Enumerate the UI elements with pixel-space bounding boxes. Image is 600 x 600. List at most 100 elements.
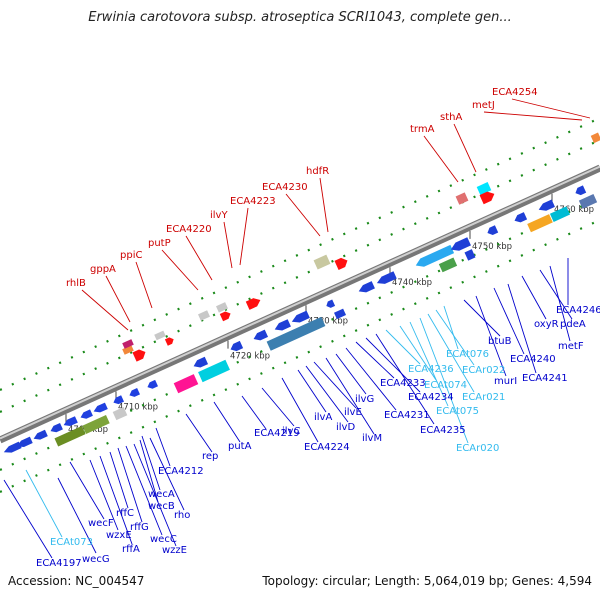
- reverse-gene-label: ECA4231: [384, 410, 430, 421]
- reverse-gene-label: wecB: [148, 501, 175, 512]
- forward-gene-arrow: [334, 257, 348, 270]
- map-title: Erwinia carotovora subsp. atroseptica SC…: [88, 10, 512, 25]
- forward-gene-label: ppiC: [120, 250, 142, 261]
- reverse-gene-label: ECA4235: [420, 425, 466, 436]
- reverse-gene-arrow: [113, 395, 124, 405]
- reverse-gene-leader-line: [409, 321, 449, 407]
- reverse-gene-label: ECAr022: [462, 365, 505, 376]
- reverse-gene-arrow: [253, 329, 269, 341]
- forward-gene-block: [590, 132, 600, 144]
- forward-gene-leader-line: [239, 207, 249, 266]
- reverse-gene-label: rffG: [130, 522, 149, 533]
- reverse-gene-arrow: [575, 185, 587, 196]
- forward-gene-block: [476, 182, 492, 196]
- reverse-gene-leader-line: [69, 461, 105, 520]
- forward-gene-block: [122, 345, 134, 355]
- reverse-gene-leader-line: [109, 451, 129, 509]
- forward-gene-block: [216, 302, 228, 313]
- forward-gene-arrow: [479, 191, 495, 205]
- reverse-gene-leader-line: [117, 447, 143, 523]
- reverse-gene-label: ilvG: [355, 394, 374, 405]
- forward-gene-arrow: [245, 298, 261, 310]
- reverse-gene-leader-line: [521, 275, 547, 320]
- forward-gene-block: [313, 254, 331, 270]
- forward-dot-track-outer: [0, 116, 600, 392]
- reverse-gene-arrow: [129, 388, 140, 397]
- reverse-gene-leader-line: [125, 445, 163, 536]
- forward-gene-arrow: [132, 349, 146, 362]
- reverse-gene-label: ECA4246: [556, 305, 600, 316]
- forward-gene-block: [122, 339, 134, 349]
- reverse-gene-label: metF: [558, 341, 584, 352]
- reverse-gene-label: ECAt076: [446, 349, 489, 360]
- reverse-gene-block: [173, 374, 199, 394]
- reverse-gene-label: wecG: [82, 554, 110, 565]
- reverse-gene-leader-line: [549, 265, 571, 342]
- reverse-gene-label: wecA: [148, 489, 175, 500]
- genome-backbone-highlight: [0, 165, 600, 440]
- reverse-gene-label: rffA: [122, 544, 140, 555]
- forward-gene-leader-line: [423, 135, 459, 183]
- forward-gene-label: putP: [148, 238, 171, 249]
- reverse-gene-leader-line: [139, 439, 159, 503]
- forward-gene-leader-line: [185, 235, 213, 281]
- reverse-gene-label: wzxE: [106, 530, 132, 541]
- genome-summary-text: Topology: circular; Length: 5,064,019 bp…: [262, 574, 592, 588]
- reverse-gene-label: rho: [174, 510, 190, 521]
- reverse-gene-label: btuB: [488, 336, 512, 347]
- reverse-gene-label: putA: [228, 441, 252, 452]
- reverse-gene-leader-line: [443, 305, 459, 350]
- forward-gene-arrow: [164, 337, 174, 346]
- reverse-gene-block: [549, 206, 571, 222]
- reverse-gene-label: ECAt073: [50, 537, 93, 548]
- reverse-gene-leader-line: [141, 435, 161, 491]
- reverse-gene-block: [334, 308, 346, 320]
- forward-gene-label: ECA4220: [166, 224, 212, 235]
- reverse-gene-label: wzzE: [162, 545, 187, 556]
- reverse-gene-leader-line: [89, 459, 119, 531]
- accession-text: Accession: NC_004547: [8, 574, 145, 588]
- reverse-gene-block: [527, 214, 553, 233]
- forward-gene-leader-line: [135, 261, 153, 309]
- reverse-gene-label: ilvD: [336, 422, 355, 433]
- forward-gene-label: gppA: [90, 264, 116, 275]
- reverse-gene-leader-line: [281, 377, 319, 443]
- reverse-gene-leader-line: [399, 325, 437, 381]
- reverse-gene-label: oxyR: [534, 319, 559, 330]
- kbp-tick-label: 4710 kbp: [118, 402, 158, 412]
- reverse-gene-leader-line: [185, 413, 213, 453]
- reverse-gene-arrow: [50, 422, 63, 433]
- reverse-gene-label: ECAr021: [462, 392, 505, 403]
- reverse-gene-arrow: [326, 299, 336, 308]
- forward-gene-block: [455, 192, 469, 205]
- reverse-gene-leader-line: [375, 333, 435, 425]
- reverse-gene-block: [54, 425, 86, 447]
- reverse-gene-leader-line: [305, 365, 349, 423]
- reverse-gene-leader-line: [419, 317, 469, 444]
- reverse-gene-leader-line: [241, 395, 267, 430]
- reverse-gene-label: ilvC: [282, 426, 300, 437]
- reverse-gene-leader-line: [355, 341, 395, 379]
- reverse-gene-label: ECA4224: [304, 442, 350, 453]
- reverse-gene-leader-line: [427, 313, 475, 393]
- reverse-gene-leader-line: [335, 353, 367, 395]
- reverse-gene-label: ECA4233: [380, 378, 426, 389]
- reverse-gene-leader-line: [57, 477, 97, 554]
- forward-gene-leader-line: [511, 98, 591, 119]
- reverse-gene-block: [438, 257, 458, 273]
- reverse-gene-block: [82, 415, 110, 434]
- forward-gene-label: ECA4223: [230, 196, 276, 207]
- reverse-gene-leader-line: [313, 361, 357, 409]
- reverse-gene-leader-line: [385, 329, 421, 365]
- reverse-gene-block: [578, 194, 598, 209]
- reverse-gene-arrow: [3, 441, 22, 453]
- reverse-gene-leader-line: [99, 455, 133, 545]
- reverse-gene-label: wecC: [150, 534, 177, 545]
- kbp-tick-label: 4760 kbp: [554, 205, 594, 215]
- reverse-gene-block: [112, 407, 128, 421]
- forward-gene-label: sthA: [440, 112, 462, 123]
- reverse-gene-label: ECA4236: [408, 364, 454, 375]
- forward-gene-label: hdfR: [306, 166, 329, 177]
- forward-dot-track-inner: [0, 138, 600, 414]
